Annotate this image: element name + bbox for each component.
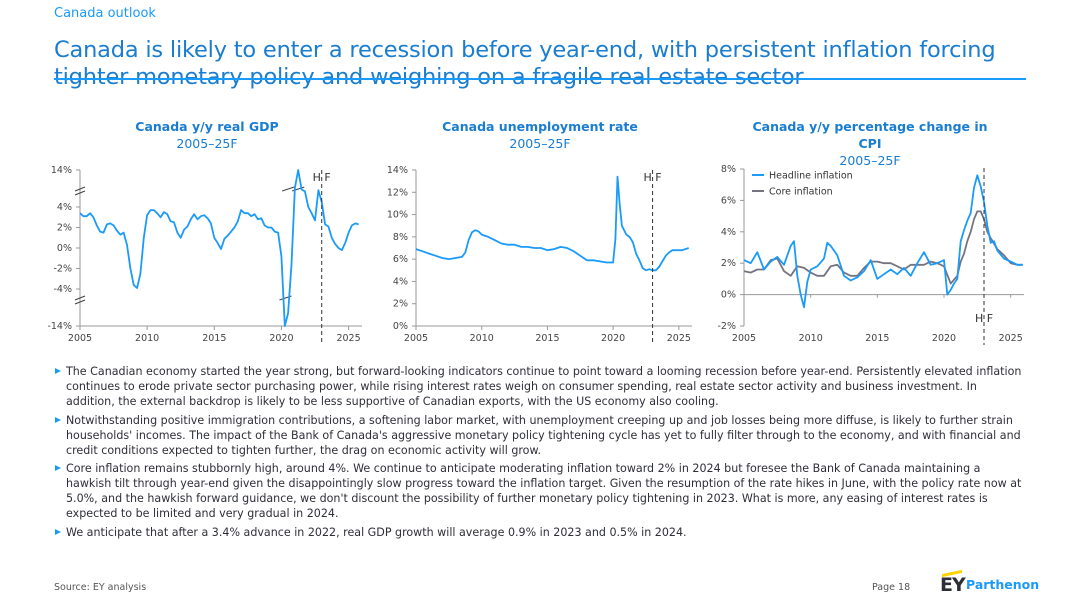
y-tick-label: 0%	[57, 243, 72, 254]
chart-subtitle-cpi: 2005–25F	[839, 153, 901, 168]
bullet-item: Core inflation remains stubbornly high, …	[54, 461, 1026, 521]
y-tick-label: 8%	[721, 164, 736, 175]
series-line-core-inflation	[743, 210, 1023, 285]
forecast-split-label: H F	[313, 171, 331, 184]
chart-title-gdp-text: Canada y/y real GDP	[135, 119, 279, 134]
title-rule	[54, 78, 1026, 80]
y-tick-label: 8%	[393, 232, 408, 243]
y-tick-label: 14%	[51, 165, 72, 176]
chart-title-gdp: Canada y/y real GDP 2005–25F	[92, 118, 322, 152]
axis-break-mark	[74, 190, 86, 196]
forecast-split-label: H F	[644, 171, 662, 184]
axis-break-mark	[74, 295, 86, 301]
y-tick-label: 6%	[721, 195, 736, 206]
x-tick-label: 2025	[667, 333, 691, 344]
commentary-list: The Canadian economy started the year st…	[54, 364, 1026, 543]
x-tick-label: 2010	[799, 333, 823, 344]
legend-label-core: Core inflation	[769, 187, 833, 198]
y-tick-label: 2%	[393, 299, 408, 310]
axis-break-mark	[74, 186, 86, 192]
page-number: Page 18	[872, 582, 911, 593]
x-tick-label: 2015	[535, 333, 559, 344]
y-tick-label: 4%	[57, 202, 72, 213]
y-tick-label: 14%	[387, 165, 408, 176]
x-tick-label: 2010	[470, 333, 494, 344]
x-tick-label: 2020	[601, 333, 625, 344]
x-tick-label: 2020	[932, 333, 956, 344]
chart-subtitle-unemployment: 2005–25F	[509, 136, 571, 151]
y-tick-label: 2%	[721, 258, 736, 269]
y-tick-label: -2%	[54, 264, 73, 275]
y-tick-label: -14%	[47, 321, 72, 332]
y-tick-label: 12%	[387, 187, 408, 198]
y-tick-label: 4%	[721, 227, 736, 238]
x-tick-label: 2015	[865, 333, 889, 344]
bullet-item: Notwithstanding positive immigration con…	[54, 413, 1026, 458]
footer-source: Source: EY analysis	[54, 582, 147, 593]
x-tick-label: 2005	[732, 333, 756, 344]
y-tick-label: 4%	[393, 276, 408, 287]
chart-title-cpi: Canada y/y percentage change in CPI 2005…	[740, 118, 1000, 169]
x-tick-label: 2020	[269, 333, 293, 344]
ey-parthenon-logo: EY Parthenon	[940, 569, 1039, 596]
series-break-mark	[281, 186, 295, 192]
series-line-unemployment	[415, 175, 689, 272]
y-tick-label: 2%	[57, 223, 72, 234]
legend-label-headline: Headline inflation	[769, 171, 853, 182]
page-title: Canada is likely to enter a recession be…	[54, 37, 996, 91]
x-tick-label: 2010	[135, 333, 159, 344]
y-tick-label: 6%	[393, 254, 408, 265]
x-tick-label: 2005	[68, 333, 92, 344]
y-tick-label: -2%	[718, 321, 737, 332]
series-line-gdp	[79, 169, 359, 327]
y-tick-label: 0%	[393, 321, 408, 332]
eyebrow-label: Canada outlook	[54, 6, 156, 21]
x-tick-label: 2005	[404, 333, 428, 344]
y-tick-label: 10%	[387, 210, 408, 221]
x-tick-label: 2015	[202, 333, 226, 344]
y-tick-label: -4%	[54, 284, 73, 295]
bullet-item: We anticipate that after a 3.4% advance …	[54, 525, 1026, 540]
chart-title-unemployment: Canada unemployment rate 2005–25F	[415, 118, 665, 152]
x-tick-label: 2025	[999, 333, 1023, 344]
chart-subtitle-gdp: 2005–25F	[176, 136, 238, 151]
series-line-headline-inflation	[743, 174, 1023, 309]
bullet-item: The Canadian economy started the year st…	[54, 364, 1026, 409]
y-tick-label: 0%	[721, 290, 736, 301]
axis-break-mark	[74, 299, 86, 305]
logo-mark: EY	[940, 574, 966, 596]
logo-name: Parthenon	[966, 577, 1040, 592]
x-tick-label: 2025	[336, 333, 360, 344]
chart-title-cpi-text: Canada y/y percentage change in CPI	[752, 119, 988, 151]
forecast-split-label: H F	[975, 312, 993, 325]
chart-title-unemployment-text: Canada unemployment rate	[442, 119, 638, 134]
